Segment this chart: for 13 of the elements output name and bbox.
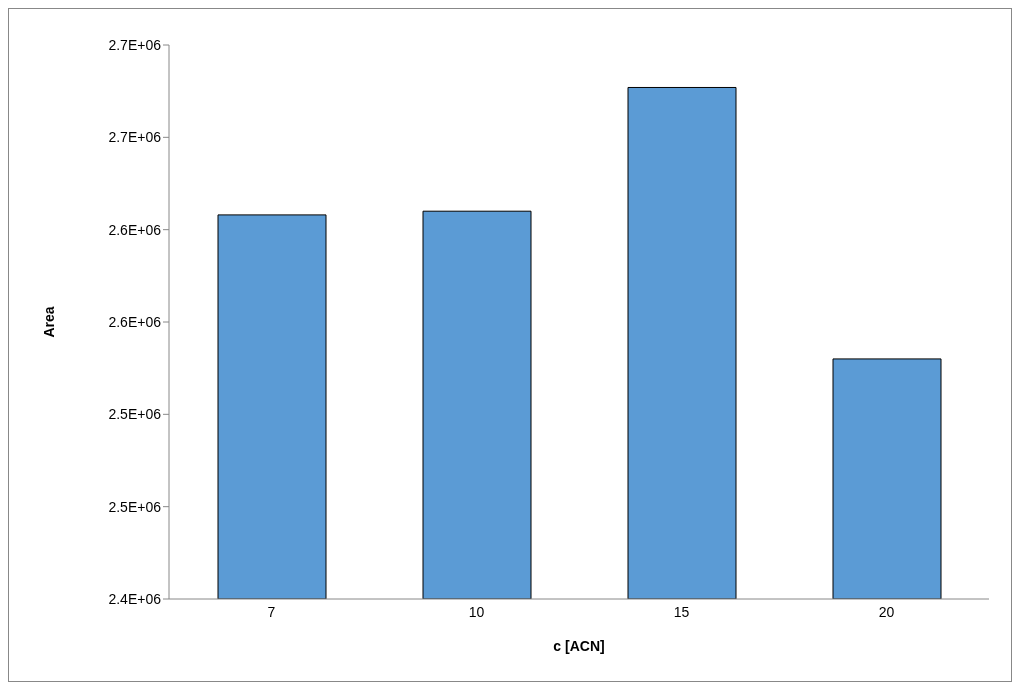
- y-tick-label: 2.7E+06: [108, 129, 162, 146]
- x-tick-label: 15: [673, 603, 690, 620]
- y-tick-label: 2.4E+06: [108, 590, 162, 607]
- x-tick-label: 10: [468, 603, 485, 620]
- x-tick-label: 20: [878, 603, 895, 620]
- y-tick-label: 2.6E+06: [108, 221, 162, 238]
- x-tick-label: 7: [267, 603, 276, 620]
- y-tick-label: 2.6E+06: [108, 313, 162, 330]
- x-axis-title: c [ACN]: [553, 638, 605, 654]
- y-tick-label: 2.5E+06: [108, 406, 162, 423]
- y-axis-title: Area: [40, 306, 57, 338]
- y-tick-label: 2.5E+06: [108, 498, 162, 515]
- y-tick-label: 2.7E+06: [108, 36, 162, 53]
